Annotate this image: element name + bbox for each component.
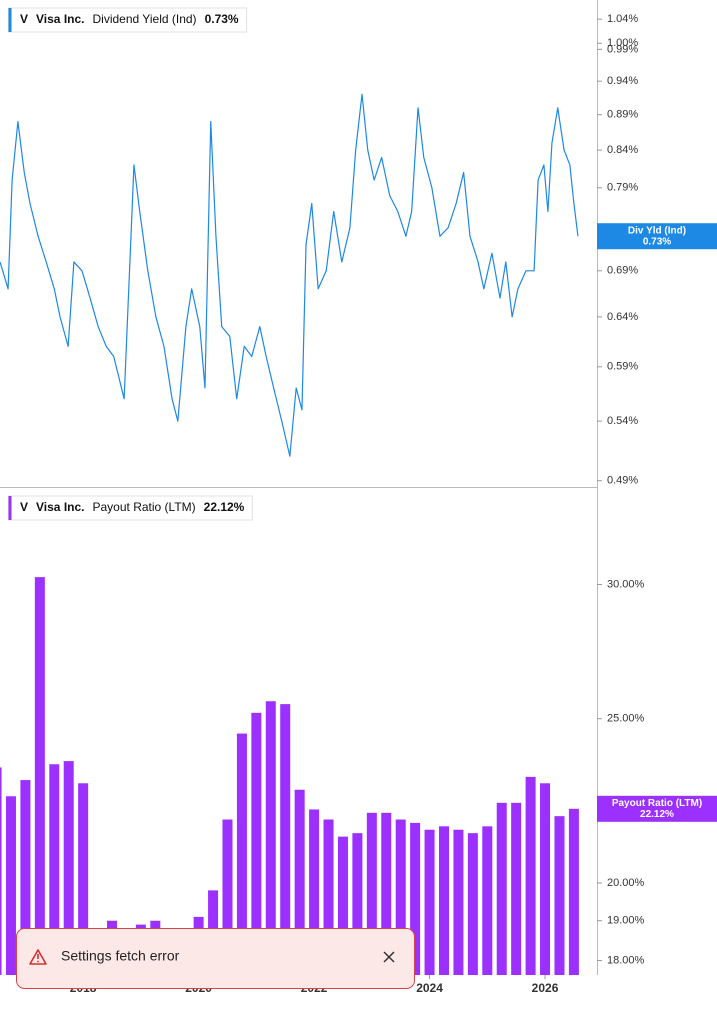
bar [323,819,334,975]
legend-ticker: V [20,12,28,26]
bar [496,802,507,975]
line-series [0,93,579,457]
plot-area [0,93,579,457]
y-tick-label: 30.00% [607,578,645,590]
y-tick-label: 25.00% [607,713,645,725]
bar [438,826,449,975]
bar [5,796,16,975]
y-tick-label: 1.04% [607,13,638,25]
y-tick-label: 0.54% [607,415,638,427]
y-tick-label: 0.49% [607,475,638,487]
legend-ticker: V [20,500,28,514]
toast-box [16,928,415,989]
y-tick-label: 19.00% [607,915,645,927]
bar [525,776,536,975]
bar [34,577,45,975]
legend-company: Visa Inc. [36,500,84,514]
toast-close[interactable] [379,947,399,967]
bar [366,812,377,975]
bar [482,826,493,975]
bar [0,767,2,975]
price-tag-box [597,795,717,822]
y-tick-label: 18.00% [607,954,645,966]
plot-layer: 1.04% 1.00%0.99% 0.94% 0.89% 0.84% 0.79% 0.69%… [0,7,717,995]
pane: 30.00%25.00%20.00%19.00%18.00%2018202020… [0,495,717,995]
bar [78,783,89,975]
y-tick-label: 0.99% [607,43,638,55]
bar [49,764,60,975]
y-tick-label: 0.69% [607,265,638,277]
legend-swatch [8,496,12,520]
price-tag-box [597,223,717,250]
legend: V Visa Inc. Payout Ratio (LTM) 22.12% [8,495,253,521]
legend-box [8,495,253,521]
x-tick-label: 2024 [416,981,443,995]
legend-value: 0.73% [205,12,239,26]
y-tick-label: 0.79% [607,182,638,194]
bar [309,809,320,975]
legend-series-name: Payout Ratio (LTM) [93,500,196,514]
bar [352,833,363,975]
bar [410,822,421,975]
bar [280,704,291,975]
bar [424,829,435,975]
y-tick-label: 0.64% [607,311,638,323]
close-icon [383,951,395,963]
bar [337,836,348,975]
bar [381,812,392,975]
bar [453,829,464,975]
price-tag-value: 0.73% [643,236,671,247]
legend-value: 22.12% [204,500,245,514]
bar [294,789,305,975]
bar [540,783,551,975]
legend-company: Visa Inc. [36,12,84,26]
toast: Settings fetch error [16,928,415,989]
y-tick-label: 0.84% [607,144,638,156]
bar [554,816,565,975]
bar [568,808,579,975]
y-tick-label: 0.59% [607,361,638,373]
legend-swatch [8,8,12,32]
price-tag: Div Yld (Ind)0.73% [597,223,717,250]
price-tag-value: 22.12% [640,809,674,820]
bar [265,701,276,975]
warning-icon-dot [37,960,39,963]
warning-icon [29,949,47,965]
bar [63,761,74,975]
bar [395,819,406,975]
y-tick-label: 0.89% [607,109,638,121]
legend: V Visa Inc. Dividend Yield (Ind) 0.73% [8,7,248,33]
legend-series-name: Dividend Yield (Ind) [93,12,197,26]
plot-area [0,577,579,975]
y-tick-label: 20.00% [607,877,645,889]
y-tick-label: 0.94% [607,75,638,87]
bar [222,819,233,975]
pane: 1.04% 1.00%0.99% 0.94% 0.89% 0.84% 0.79% 0.69%… [0,7,717,487]
bar [20,780,31,975]
price-tag-name: Payout Ratio (LTM) [612,798,702,809]
toast-message: Settings fetch error [61,948,180,964]
bar [236,733,247,975]
bar [251,712,262,975]
y-tick-label: 1.00% [607,37,638,49]
x-tick-label: 2026 [532,981,559,995]
price-tag: Payout Ratio (LTM)22.12% [597,795,717,822]
bar [467,833,478,975]
price-tag-name: Div Yld (Ind) [628,225,686,236]
bar [511,802,522,975]
